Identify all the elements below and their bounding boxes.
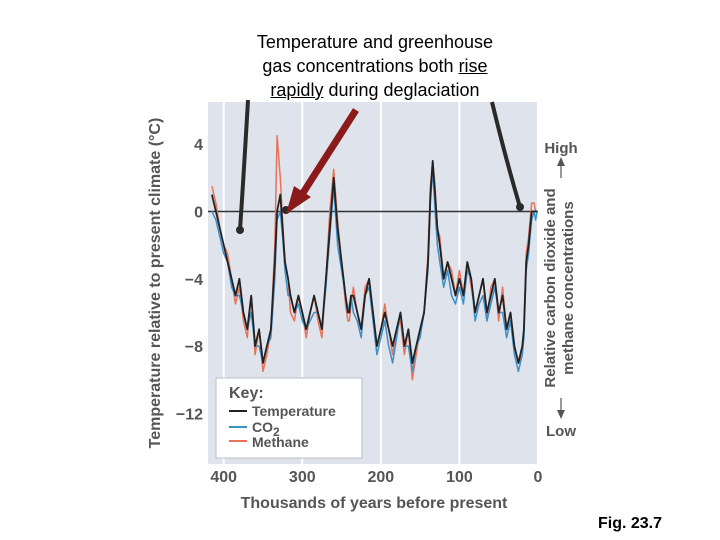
- x-axis-label: Thousands of years before present: [241, 495, 508, 512]
- legend-label-co2-main: CO: [252, 419, 273, 435]
- red-arrow-head-icon: [286, 186, 311, 214]
- legend-box: [215, 377, 363, 459]
- pointer-dot-left: [236, 226, 244, 234]
- annotation-pointers: [236, 99, 524, 234]
- axis-ticks: 400 300 200 100 0 4 0 −4 −8 −12: [176, 137, 543, 486]
- red-arrow-shaft: [298, 108, 359, 198]
- series-line-temperature: [211, 159, 538, 364]
- y2-high-label: High: [544, 140, 577, 157]
- y2-down-arrow-icon: [557, 410, 565, 419]
- legend-label-co2-sub: 2: [273, 425, 280, 439]
- annotation-line-1: Temperature and greenhouse: [256, 32, 494, 52]
- annotation-line-3: rapidly during deglaciation: [230, 78, 520, 102]
- y-axis-label: Temperature relative to present climate …: [147, 118, 164, 449]
- y-tick-label-1: 0: [194, 204, 203, 221]
- y2-up-arrow-icon: [557, 157, 565, 166]
- x-tick-label-300: 300: [289, 469, 316, 486]
- x-tick-label-400: 400: [210, 469, 237, 486]
- annotation-line-3b: during deglaciation: [323, 80, 480, 100]
- x-tick-label-100: 100: [446, 469, 473, 486]
- pointer-line-right: [490, 101, 522, 208]
- y-tick-label-0: 4: [194, 137, 203, 154]
- legend-label-co2: CO2: [252, 419, 280, 439]
- y-tick-label-2: −4: [185, 272, 203, 289]
- legend: Key: Temperature CO2 Methane: [215, 377, 363, 459]
- legend-title: Key:: [229, 385, 264, 402]
- y2-low-label: Low: [546, 423, 576, 440]
- legend-label-methane: Methane: [252, 434, 309, 450]
- legend-label-temperature: Temperature: [252, 403, 336, 419]
- series-lines: [211, 134, 538, 381]
- annotation-line-2a: gas concentrations both: [262, 56, 459, 76]
- pointer-dot-right: [516, 203, 524, 211]
- annotation-word-rapidly: rapidly: [270, 80, 324, 100]
- pointer-line-left: [238, 99, 250, 231]
- y-tick-label-4: −12: [176, 406, 203, 423]
- annotation-text: Temperature and greenhouse gas concentra…: [230, 30, 520, 102]
- x-tick-label-200: 200: [368, 469, 395, 486]
- y-tick-label-3: −8: [185, 339, 203, 356]
- annotation-line-2: gas concentrations both rise: [230, 54, 520, 78]
- x-tick-label-0: 0: [534, 469, 543, 486]
- figure-label: Fig. 23.7: [598, 515, 663, 532]
- y2-axis-label-line2: methane concentrations: [560, 201, 577, 374]
- annotation-word-rise: rise: [458, 56, 488, 76]
- y2-axis-label-line1: Relative carbon dioxide and: [542, 188, 559, 387]
